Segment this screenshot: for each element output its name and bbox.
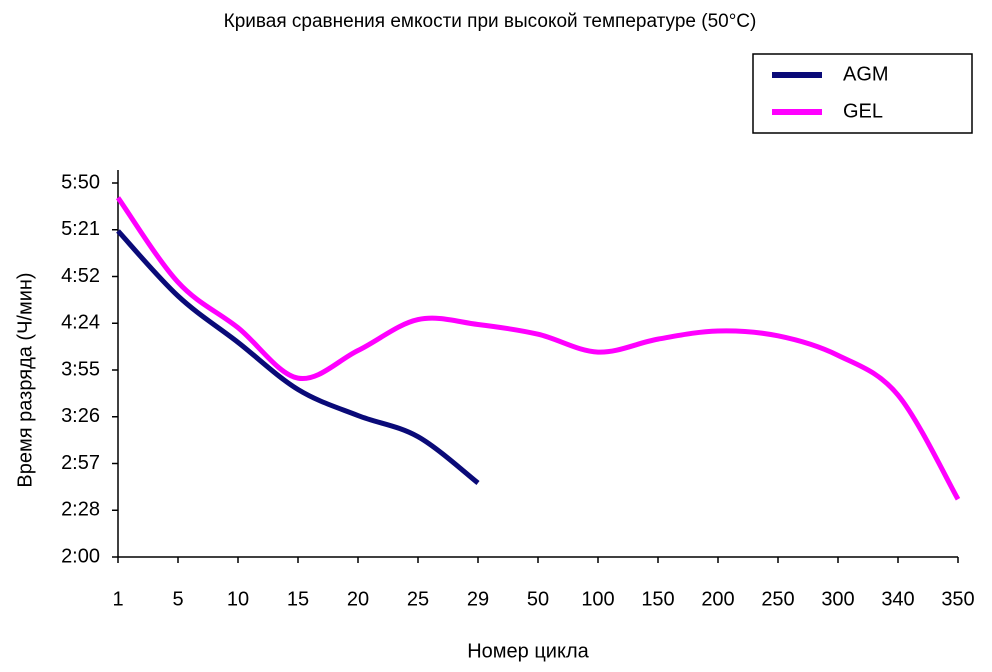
x-tick-label: 29 — [467, 588, 489, 610]
x-tick-label: 350 — [941, 588, 974, 610]
legend-box — [752, 53, 973, 134]
y-tick-label: 4:24 — [61, 312, 100, 334]
x-tick-label: 1 — [112, 588, 123, 610]
y-axis-label: Время разряда (Ч/мин) — [14, 272, 36, 487]
chart-title: Кривая сравнения емкости при высокой тем… — [224, 11, 757, 32]
x-tick-label: 100 — [581, 588, 614, 610]
line-series — [116, 229, 480, 485]
y-tick-label: 4:52 — [61, 265, 100, 287]
y-tick-label: 2:00 — [61, 545, 100, 567]
x-tick-label: 50 — [527, 588, 549, 610]
x-tick-label: 340 — [881, 588, 914, 610]
y-tick-label: 5:50 — [61, 171, 100, 193]
x-tick-label: 10 — [227, 588, 249, 610]
x-tick-label: 300 — [821, 588, 854, 610]
x-tick-label: 150 — [641, 588, 674, 610]
y-tick-label: 3:55 — [61, 358, 100, 380]
x-axis-label: Номер цикла — [467, 640, 589, 662]
x-tick-label: 25 — [407, 588, 429, 610]
x-tick-label: 5 — [172, 588, 183, 610]
x-tick-label: 15 — [287, 588, 309, 610]
y-tick-label: 3:26 — [61, 405, 100, 427]
line-series — [115, 196, 961, 501]
legend-label: AGM — [843, 63, 889, 85]
y-tick-label: 2:28 — [61, 499, 100, 521]
x-tick-label: 250 — [761, 588, 794, 610]
y-tick-label: 5:21 — [61, 218, 100, 240]
x-tick-label: 20 — [347, 588, 369, 610]
x-tick-label: 200 — [701, 588, 734, 610]
legend-label: GEL — [843, 100, 883, 122]
y-tick-label: 2:57 — [61, 452, 100, 474]
